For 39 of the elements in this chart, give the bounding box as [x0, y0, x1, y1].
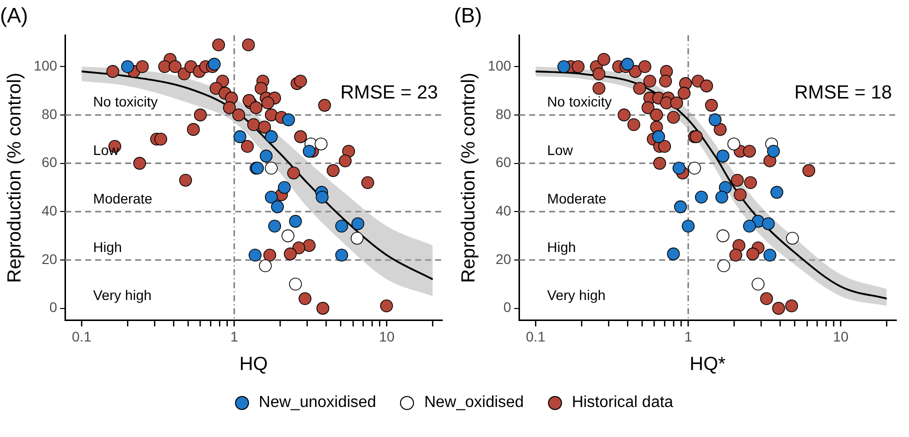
annotation: No toxicity	[547, 94, 612, 110]
chart-title: (A)	[0, 4, 28, 28]
chart-title: (B)	[454, 4, 482, 28]
y-tick-label: 80	[496, 106, 512, 122]
annotation: Moderate	[547, 190, 607, 206]
y-tick-label: 0	[503, 299, 512, 316]
y-axis-title: Reproduction (% control)	[458, 72, 480, 283]
y-tick-label: 20	[42, 250, 58, 267]
y-tick-label: 100	[34, 57, 58, 74]
x-tick-label: 0.1	[526, 328, 546, 345]
x-tick-label: 10	[833, 328, 849, 345]
y-tick-label: 20	[496, 250, 512, 267]
annotation: Low	[547, 142, 574, 158]
x-tick-label: 0.1	[72, 328, 92, 345]
annotation: High	[93, 238, 122, 255]
x-axis-title: HQ*	[690, 354, 726, 375]
annotation: No toxicity	[93, 94, 158, 110]
x-tick-label: 1	[230, 328, 238, 345]
annotation: Moderate	[93, 190, 153, 206]
x-axis-title: HQ	[239, 354, 268, 375]
annotation: RMSE = 23	[340, 82, 438, 104]
y-tick-label: 40	[42, 202, 58, 218]
annotation: RMSE = 18	[794, 82, 892, 104]
y-tick-label: 40	[496, 202, 512, 218]
annotation: Very high	[547, 287, 606, 304]
y-tick-label: 60	[42, 154, 58, 170]
annotation: Very high	[93, 287, 152, 304]
legend-label: New_unoxidised	[258, 394, 376, 412]
y-tick-label: 100	[488, 57, 512, 74]
y-axis-title: Reproduction (% control)	[4, 72, 26, 283]
x-tick-label: 1	[684, 328, 692, 345]
annotation: High	[547, 238, 576, 255]
legend-label: New_oxidised	[424, 394, 524, 412]
legend-label: Historical data	[572, 394, 674, 412]
x-tick-label: 10	[379, 328, 395, 345]
y-tick-label: 0	[49, 299, 58, 316]
annotation: Low	[93, 142, 120, 158]
y-tick-label: 80	[42, 106, 58, 122]
y-tick-label: 60	[496, 154, 512, 170]
